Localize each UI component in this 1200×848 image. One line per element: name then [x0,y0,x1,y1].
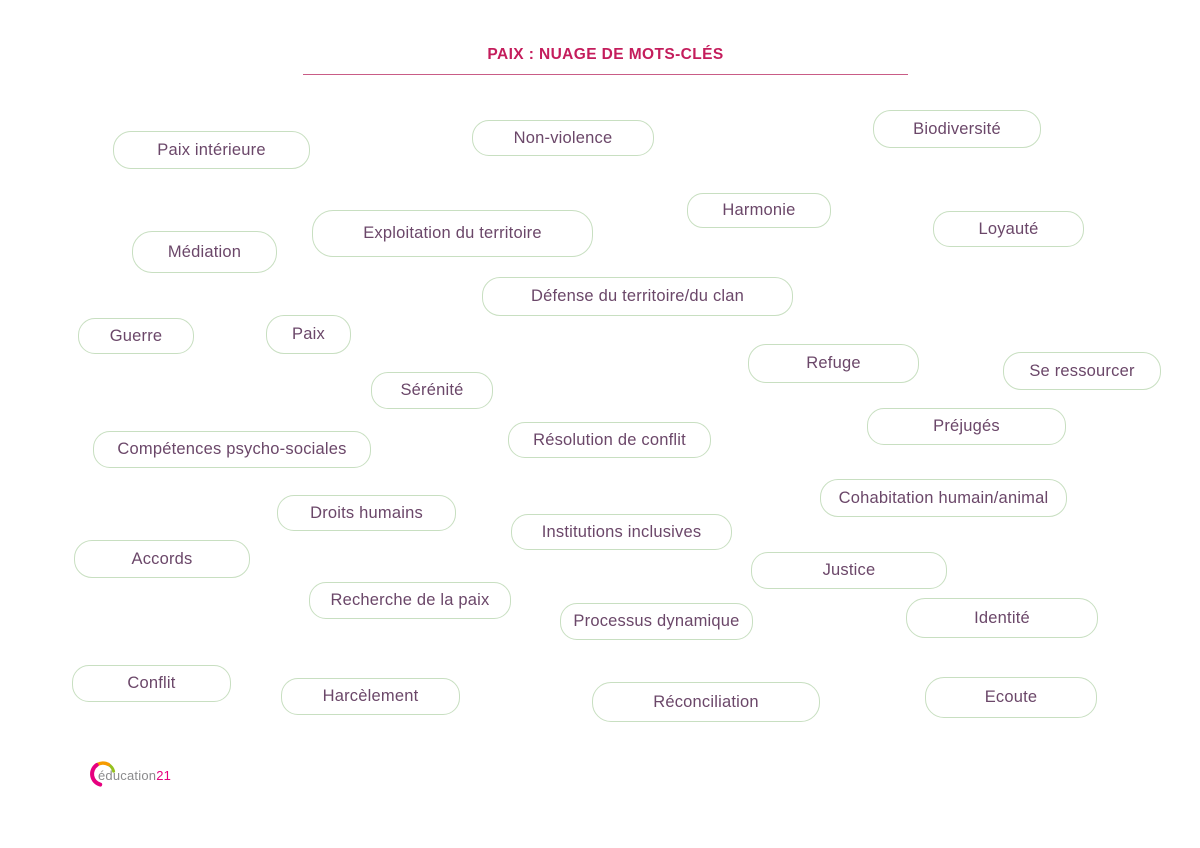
keyword-label: Paix [292,325,325,343]
keyword-pill: Cohabitation humain/animal [820,479,1067,517]
keyword-label: Biodiversité [913,119,1001,138]
keyword-label: Conflit [127,674,176,692]
page-title: PAIX : NUAGE DE MOTS-CLÉS [487,46,724,63]
keyword-pill: Harmonie [687,193,831,228]
keyword-label: Non-violence [513,128,613,147]
keyword-label: Guerre [109,326,163,345]
keyword-label: Recherche de la paix [330,591,490,609]
keyword-pill: Loyauté [933,211,1084,247]
title-underline [303,74,908,75]
keyword-pill: Non-violence [472,120,654,156]
keyword-label: Exploitation du territoire [363,224,542,242]
keyword-pill: Conflit [72,665,231,702]
keyword-pill: Recherche de la paix [309,582,511,619]
keyword-pill: Réconciliation [592,682,820,722]
keyword-label: Réconciliation [653,692,759,711]
keyword-pill: Institutions inclusives [511,514,732,550]
logo-number: 21 [156,768,172,783]
education21-swirl-icon [90,761,116,787]
keyword-label: Médiation [167,242,242,261]
keyword-label: Se ressourcer [1029,361,1135,380]
keyword-label: Refuge [806,354,861,372]
keyword-label: Harcèlement [322,687,419,705]
keyword-label: Institutions inclusives [541,522,702,541]
keyword-label: Identité [974,608,1030,627]
keyword-pill: Préjugés [867,408,1066,445]
keyword-label: Loyauté [978,219,1039,238]
logo-text: éducation21 [98,768,171,783]
education21-logo: éducation21 [88,758,208,792]
keyword-label: Processus dynamique [573,612,740,630]
keyword-label: Sérénité [400,381,464,399]
keyword-label: Cohabitation humain/animal [838,488,1049,507]
keyword-pill: Harcèlement [281,678,460,715]
keyword-pill: Biodiversité [873,110,1041,148]
keyword-label: Défense du territoire/du clan [530,287,745,305]
keyword-label: Paix intérieure [157,140,266,159]
keyword-pill: Accords [74,540,250,578]
keyword-pill: Exploitation du territoire [312,210,593,257]
keyword-pill: Paix [266,315,351,354]
keyword-label: Ecoute [984,688,1038,706]
keyword-label: Résolution de conflit [533,430,686,449]
keyword-pill: Droits humains [277,495,456,531]
keyword-pill: Identité [906,598,1098,638]
keyword-label: Compétences psycho-sociales [117,440,347,458]
keyword-label: Justice [822,561,876,579]
keyword-label: Préjugés [933,417,1000,435]
keyword-pill: Paix intérieure [113,131,310,169]
keyword-label: Accords [131,549,193,568]
keyword-pill: Se ressourcer [1003,352,1161,390]
keyword-pill: Résolution de conflit [508,422,711,458]
keyword-pill: Justice [751,552,947,589]
keyword-pill: Compétences psycho-sociales [93,431,371,468]
keyword-pill: Refuge [748,344,919,383]
keyword-pill: Processus dynamique [560,603,753,640]
keyword-pill: Ecoute [925,677,1097,718]
logo-word: éducation [98,768,157,783]
keyword-pill: Médiation [132,231,277,273]
keyword-label: Harmonie [722,201,796,219]
keyword-pill: Sérénité [371,372,493,409]
title-block: PAIX : NUAGE DE MOTS-CLÉS [303,46,908,75]
keyword-pill: Défense du territoire/du clan [482,277,793,316]
keyword-pill: Guerre [78,318,194,354]
keyword-label: Droits humains [310,503,423,522]
